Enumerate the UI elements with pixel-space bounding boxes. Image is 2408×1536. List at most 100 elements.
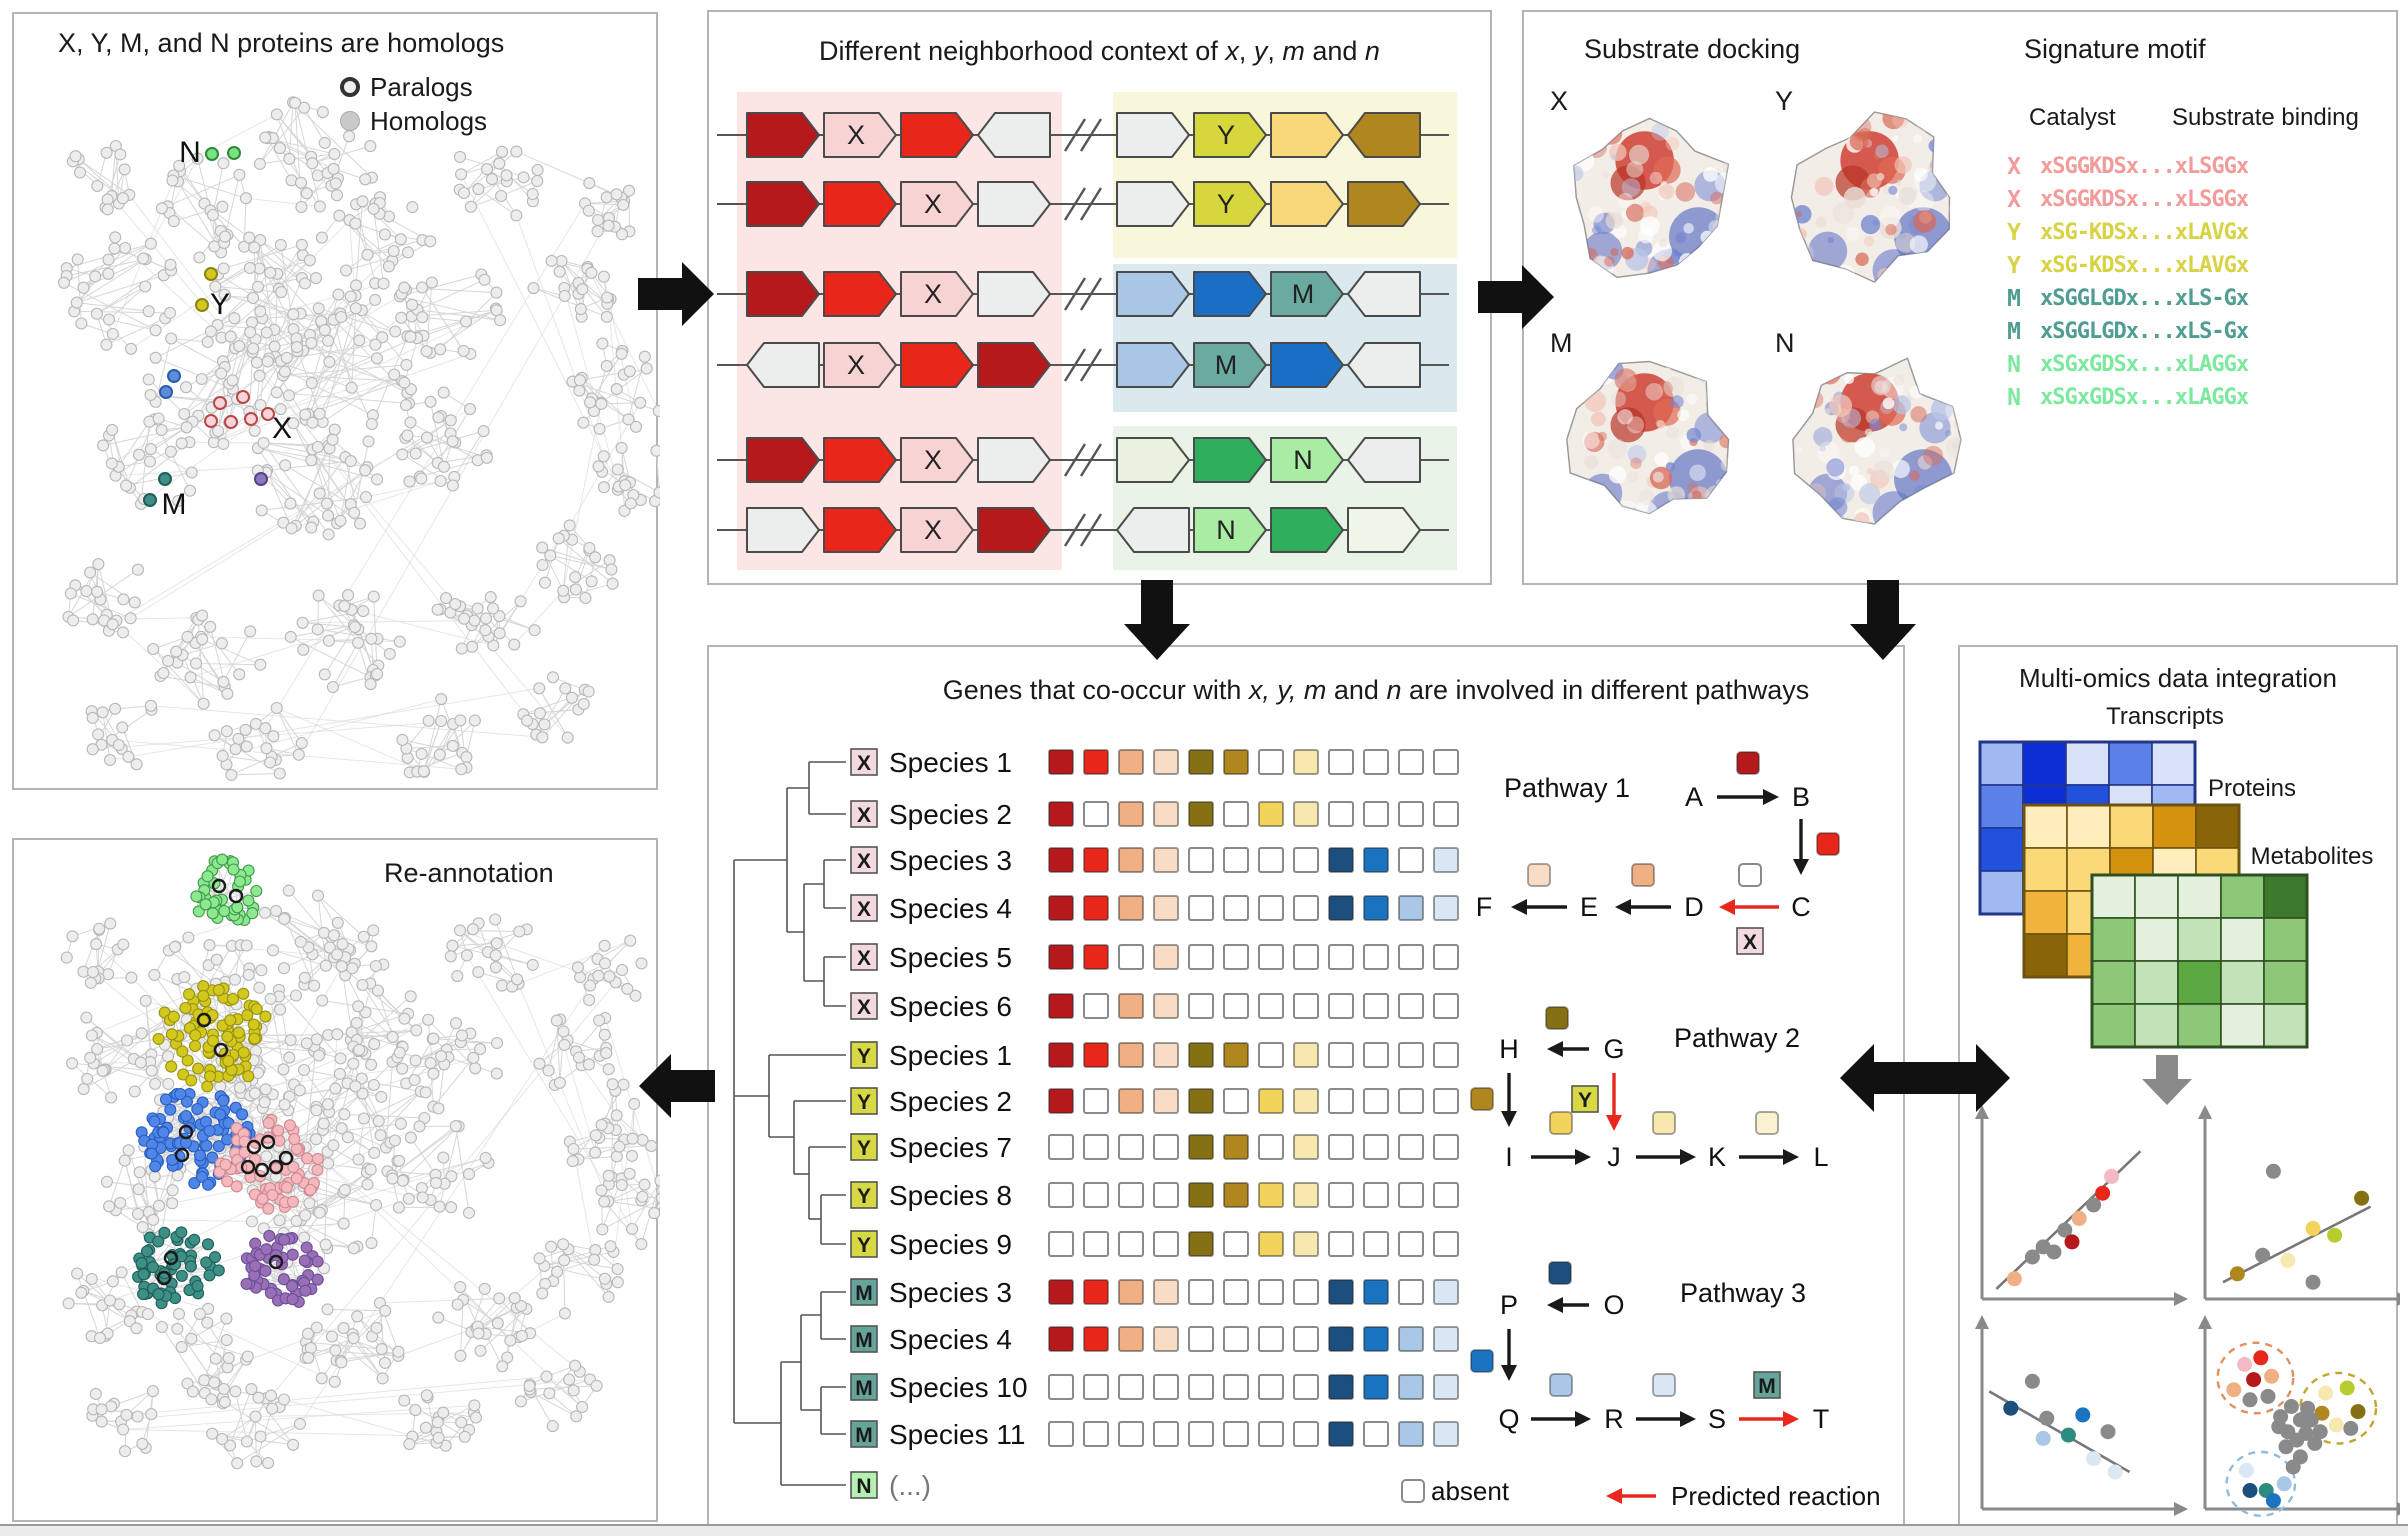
node: [362, 435, 375, 448]
edge: [317, 628, 400, 643]
node: [115, 1266, 128, 1279]
label: X: [847, 120, 865, 150]
label: S: [1708, 1404, 1726, 1434]
legend-homologs: Homologs: [340, 104, 487, 138]
electrostatic-patch: [1872, 249, 1916, 283]
node: [460, 751, 473, 764]
node: [183, 484, 197, 497]
matrix-cell: [1398, 895, 1424, 921]
edge: [224, 945, 248, 983]
matrix-cell: [1398, 1231, 1424, 1257]
label: O: [1603, 1290, 1624, 1320]
label: M: [855, 1329, 873, 1352]
node: [449, 1120, 462, 1133]
node: [147, 642, 160, 656]
label: Y: [210, 288, 230, 321]
node: [408, 1073, 421, 1087]
speckle: [1913, 191, 1934, 212]
matrix-cell: [1083, 1374, 1109, 1400]
matrix-cell: [1223, 801, 1249, 827]
metabolite-square: [1816, 832, 1840, 856]
node: [131, 563, 144, 576]
edge: [296, 1220, 355, 1249]
matrix-cell: [1328, 801, 1354, 827]
node: [424, 395, 437, 408]
node: [277, 1063, 290, 1076]
node: [289, 989, 303, 1002]
protein-surface-x: [1573, 117, 1730, 279]
matrix-cell: [1118, 1421, 1144, 1447]
speckle: [1581, 509, 1588, 514]
edge: [108, 1160, 126, 1207]
node: [606, 1078, 619, 1091]
gene-arrow: [1270, 342, 1344, 388]
omics-cell: [2066, 804, 2111, 849]
edge: [573, 1148, 595, 1260]
node: [299, 1284, 312, 1297]
node: [263, 1229, 276, 1242]
node: [240, 1435, 253, 1448]
matrix-cell: [1328, 1326, 1354, 1352]
speckle: [1610, 154, 1617, 161]
data-point: [2003, 1400, 2019, 1416]
highlight-node: [158, 472, 172, 486]
edge: [112, 739, 462, 770]
edge: [336, 1310, 386, 1361]
node: [376, 331, 389, 344]
label: M: [855, 1377, 873, 1400]
node: [273, 142, 286, 155]
label: G: [1603, 1034, 1624, 1064]
label: Species 4: [889, 1324, 1012, 1355]
node: [493, 1292, 506, 1305]
label: M: [1215, 350, 1238, 380]
edge: [391, 1125, 457, 1176]
node: [382, 260, 395, 273]
edge: [371, 336, 408, 425]
node: [245, 1383, 258, 1396]
node: [300, 187, 313, 200]
data-point: [2303, 1412, 2319, 1428]
node: [413, 1120, 426, 1133]
speckle: [1792, 242, 1814, 265]
matrix-cell: [1118, 895, 1144, 921]
node: [240, 939, 253, 952]
node: [445, 1170, 458, 1183]
node: [262, 1117, 275, 1130]
node: [517, 171, 530, 184]
node: [602, 219, 615, 232]
speckle: [1891, 135, 1898, 142]
node: [610, 188, 623, 201]
node: [180, 1109, 193, 1123]
speckle: [1638, 489, 1655, 506]
omics-cell: [2263, 960, 2308, 1005]
speckle: [1863, 236, 1875, 247]
node: [327, 1139, 340, 1152]
speckle: [1710, 191, 1724, 205]
speckle: [1610, 391, 1627, 407]
node: [227, 863, 240, 876]
motif-protein-id: N: [2007, 384, 2021, 411]
matrix-cell: [1258, 1042, 1284, 1068]
legend-homologs-label: Homologs: [370, 105, 488, 136]
metabolite-square: [1652, 1373, 1676, 1397]
node: [89, 1387, 102, 1400]
edge: [171, 338, 208, 343]
node: [613, 1140, 626, 1153]
data-point: [2305, 1220, 2321, 1236]
data-point: [2312, 1424, 2328, 1440]
matrix-cell: [1258, 1326, 1284, 1352]
node: [528, 624, 541, 637]
node: [584, 979, 597, 992]
speckle: [1913, 134, 1922, 144]
node: [444, 950, 457, 963]
node: [625, 1149, 639, 1162]
node: [521, 714, 534, 727]
omics-cell: [2022, 741, 2067, 786]
paralog-ring: [196, 1012, 212, 1028]
node: [472, 966, 485, 979]
speckle: [1599, 493, 1609, 503]
speckle: [1944, 429, 1952, 437]
node: [540, 1370, 553, 1383]
panel-docking-motif: Substrate docking Signature motif X Y M …: [1522, 10, 2398, 585]
